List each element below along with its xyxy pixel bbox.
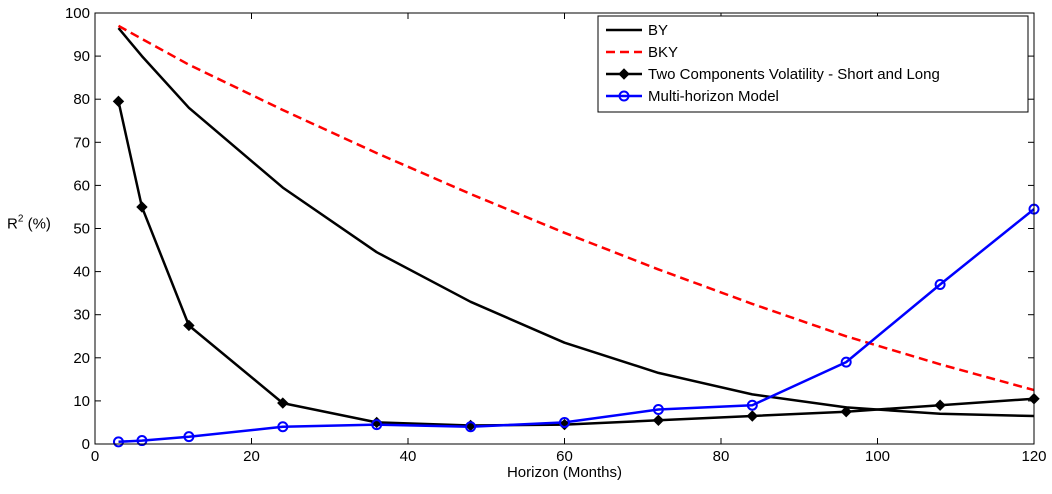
series-4-point [371, 419, 383, 431]
y-tick-label: 0 [82, 436, 90, 453]
series-4-point [183, 431, 195, 443]
series-3-point [112, 95, 125, 108]
x-tick-label: 20 [243, 448, 260, 465]
series-4-point [652, 404, 664, 416]
y-tick-label: 100 [65, 5, 90, 22]
series-line-2 [117, 24, 1035, 392]
y-axis-title-suffix: (%) [23, 216, 51, 233]
marker-layer [112, 95, 1040, 448]
series-3-point [746, 410, 759, 422]
legend-box [597, 15, 1029, 113]
legend-label-4: Multi-horizon Model [648, 88, 779, 105]
x-tick-label: 60 [556, 448, 573, 465]
series-3-point [934, 399, 946, 411]
y-axis-title-main: R [7, 216, 18, 233]
series-4-point [136, 435, 148, 447]
y-tick-label: 30 [73, 307, 90, 324]
series-3-point [136, 201, 148, 213]
y-tick-label: 40 [73, 264, 90, 281]
y-tick-label: 90 [73, 48, 90, 65]
legend-marker-4 [618, 90, 630, 102]
legend: BY BKY Two Components Volatility - Short a… [597, 15, 1029, 113]
series-4-point [465, 421, 477, 433]
legend-label-2: BKY [648, 44, 678, 61]
legend-marker-3 [618, 68, 630, 80]
legend-label-3: Two Components Volatility - Short and Lo… [648, 66, 940, 83]
y-tick-label: 10 [73, 393, 90, 410]
ticks-layer: 0 20 40 60 80 100 120 0 10 20 30 40 50 60 70 80 90 100 [65, 5, 1047, 465]
x-axis-title: Horizon (Months) [507, 464, 622, 481]
series-4-point [559, 416, 570, 428]
series-layer [117, 24, 1035, 444]
series-3-point [652, 414, 665, 427]
legend-label-1: BY [648, 22, 668, 39]
x-tick-label: 80 [713, 448, 730, 465]
y-tick-label: 50 [73, 221, 90, 238]
series-4-point [277, 421, 289, 433]
series-3-point [840, 405, 852, 418]
series-3-point [277, 397, 289, 409]
y-axis-title: R2 (%) [7, 214, 51, 233]
x-tick-label: 40 [400, 448, 417, 465]
series-line-4 [118, 208, 1035, 444]
y-tick-label: 20 [73, 350, 90, 367]
y-tick-label: 80 [73, 91, 90, 108]
series-4-point [840, 356, 852, 368]
series-line-3 [117, 101, 1035, 427]
x-tick-label: 100 [865, 448, 890, 465]
y-tick-label: 60 [73, 177, 90, 194]
x-tick-label: 120 [1021, 448, 1046, 465]
series-line-1 [117, 27, 1035, 418]
y-axis-title-sup: 2 [18, 214, 24, 225]
x-tick-label: 0 [91, 448, 99, 465]
y-tick-label: 70 [73, 134, 90, 151]
series-4-point [112, 436, 124, 448]
series-4-point [934, 279, 946, 291]
series-4-point [746, 399, 758, 411]
series-3-point [183, 319, 195, 332]
